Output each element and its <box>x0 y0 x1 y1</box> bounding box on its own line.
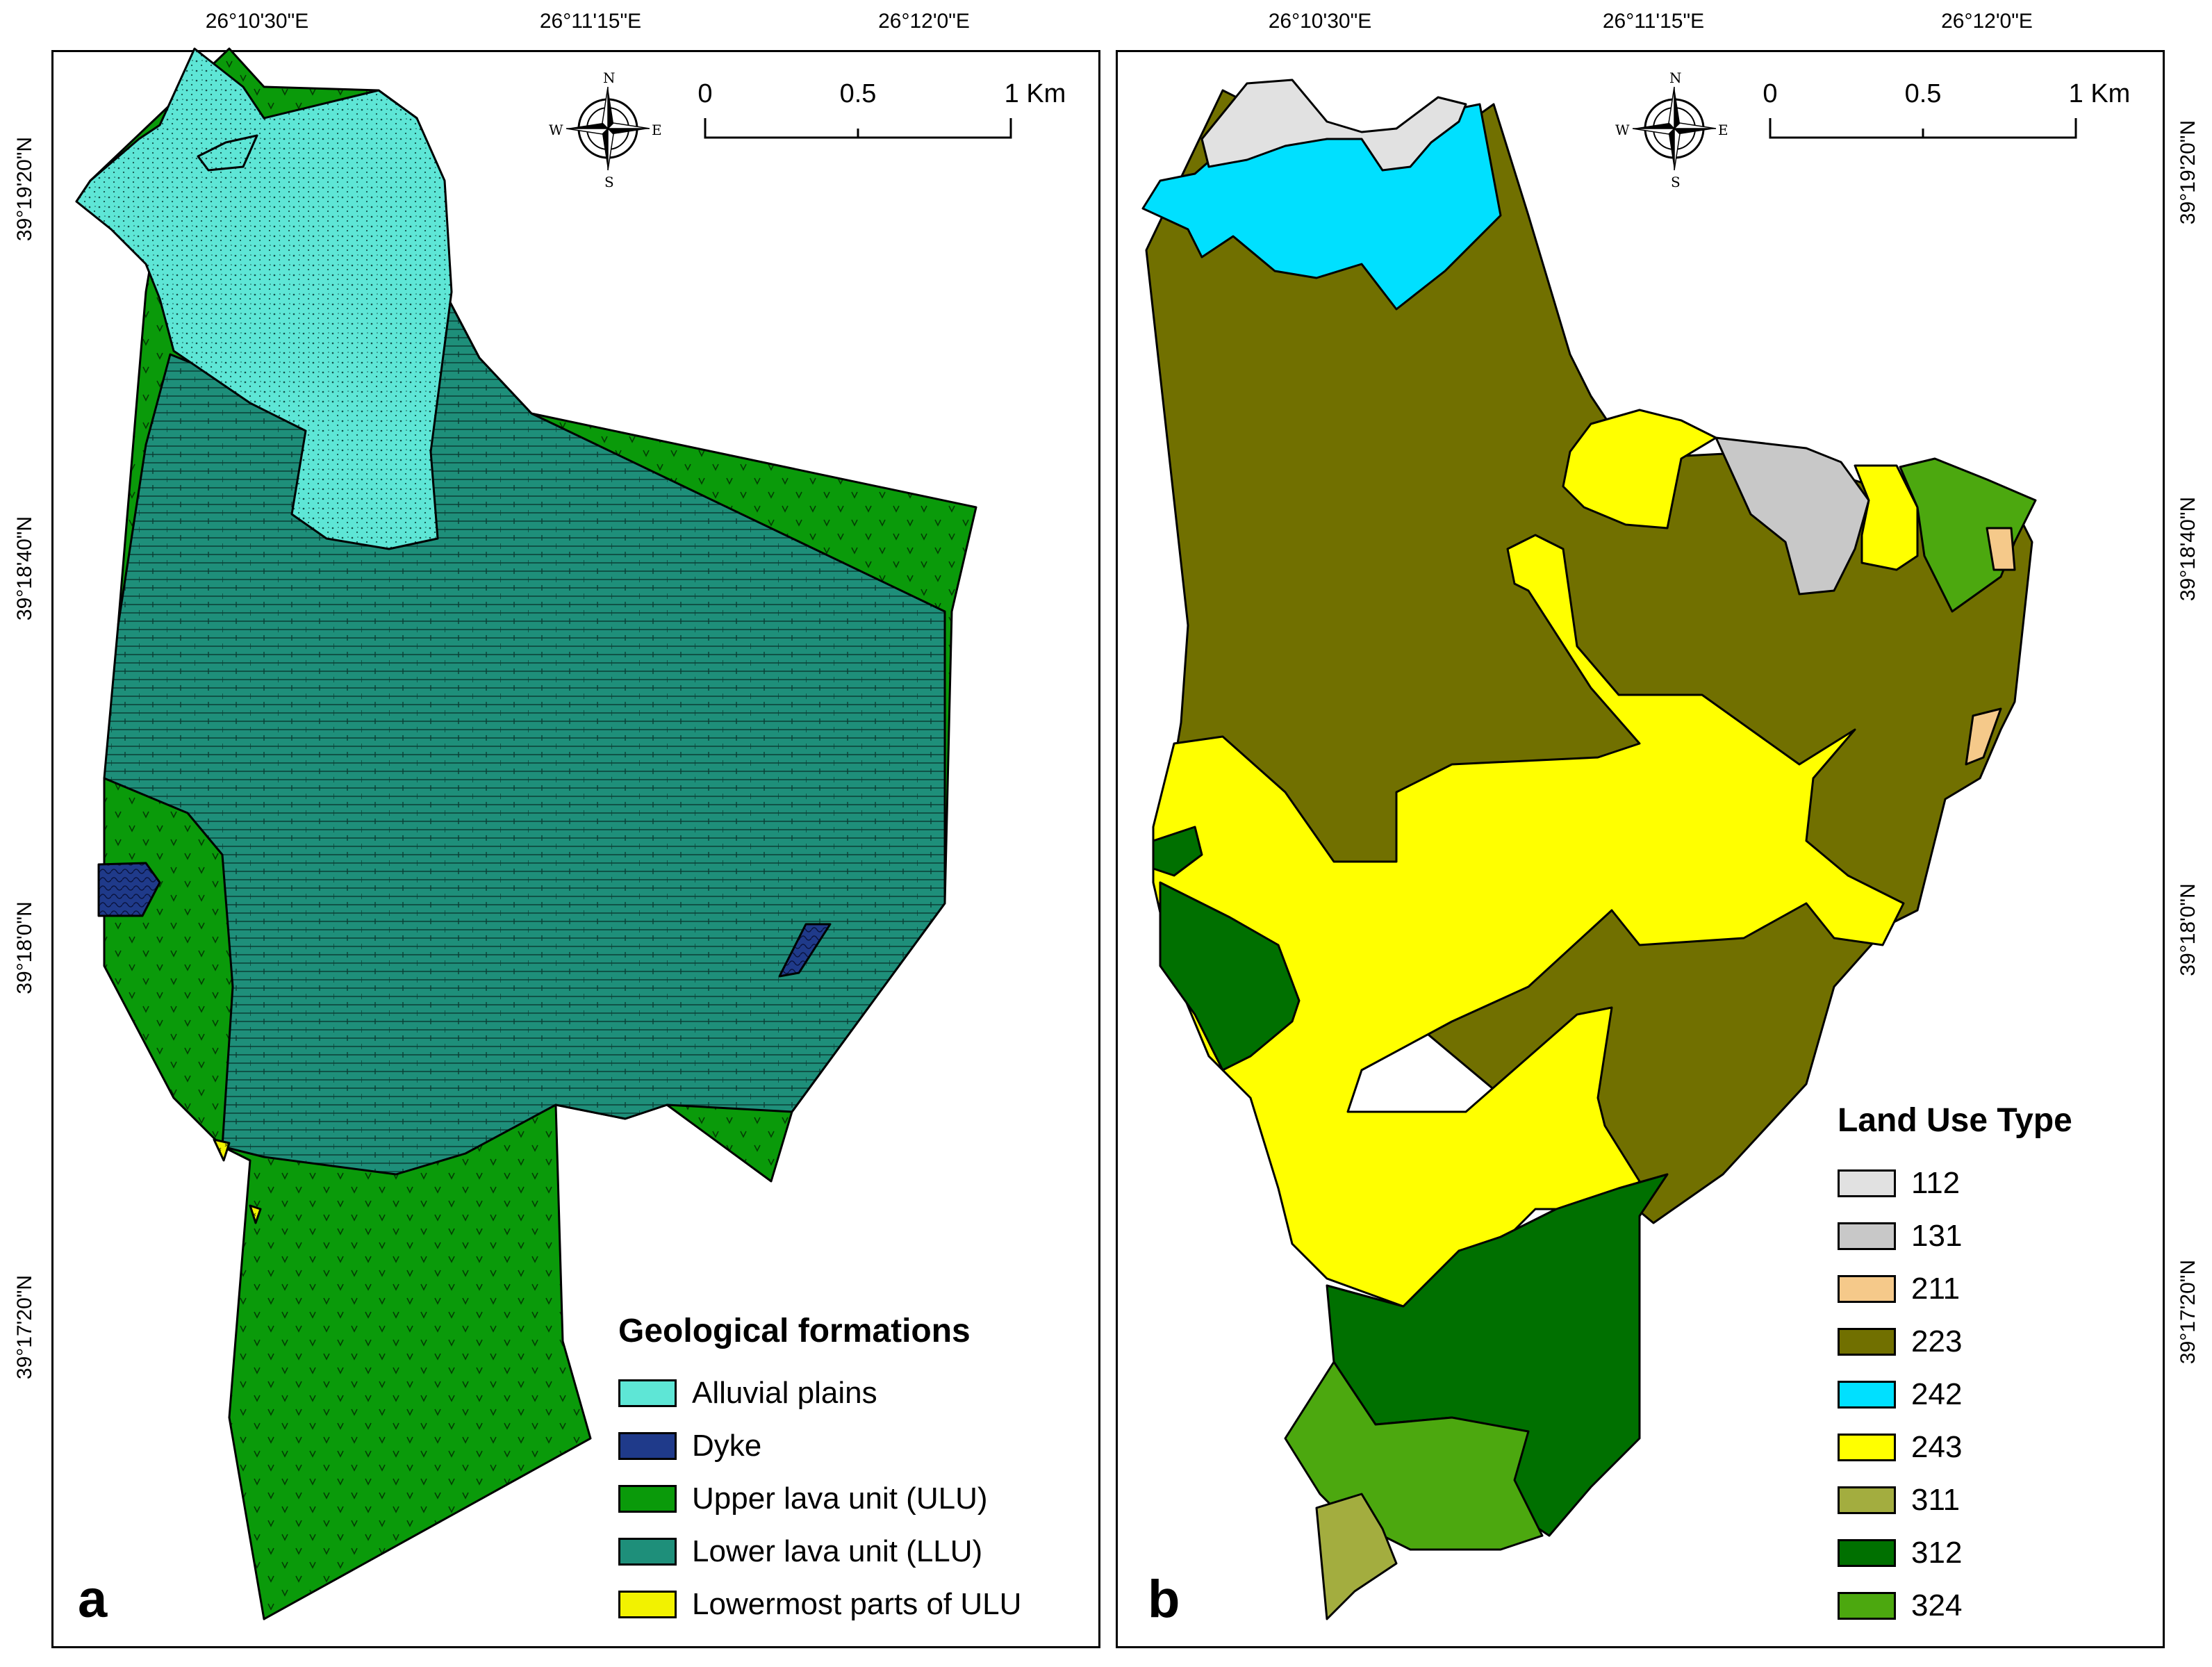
compass-e: E <box>652 122 662 138</box>
legend-item: 311 <box>1838 1483 1960 1518</box>
legend-label: Upper lava unit (ULU) <box>692 1481 988 1516</box>
landuse-polygon-211 <box>1986 527 2016 571</box>
legend-swatch <box>1838 1434 1896 1461</box>
landuse-polygon-312 <box>1152 826 1203 877</box>
compass-n: N <box>603 69 616 86</box>
legend-title: Land Use Type <box>1838 1102 2072 1139</box>
scale-label: 1 Km <box>1004 79 1066 108</box>
landuse-map <box>1141 79 2037 1620</box>
legend-item: 312 <box>1838 1536 1962 1570</box>
landuse-polygon-211 <box>1965 707 2002 766</box>
landuse-polygon-312 <box>1159 881 1301 1071</box>
legend-swatch <box>1838 1275 1896 1303</box>
scale-bar <box>704 118 1012 139</box>
legend-item: 112 <box>1838 1166 1960 1201</box>
legend-label: 243 <box>1911 1430 1963 1464</box>
legend-label: 312 <box>1911 1536 1963 1570</box>
legend-item: 243 <box>1838 1430 1962 1465</box>
legend-swatch <box>1838 1539 1896 1567</box>
geology-map <box>75 47 977 1620</box>
legend-label: 311 <box>1911 1483 1961 1517</box>
compass-s: S <box>1671 174 1681 190</box>
legend-label: 211 <box>1911 1272 1961 1306</box>
lon-label: 26°10'30"E <box>1268 10 1372 33</box>
lon-label: 26°11'15"E <box>1602 10 1705 33</box>
legend-item: Lower lava unit (LLU) <box>618 1534 982 1569</box>
landuse-polygon-243 <box>1562 409 1717 529</box>
panel-letter-b: b <box>1148 1570 1180 1629</box>
legend-label: 131 <box>1911 1219 1963 1253</box>
legend-label: Alluvial plains <box>692 1376 877 1410</box>
geo-polygon-lowermost <box>249 1204 262 1224</box>
legend-item: Lowermost parts of ULU <box>618 1587 1021 1622</box>
legend-swatch <box>618 1485 677 1513</box>
geo-polygon-alluvial <box>75 47 453 550</box>
legend-label: Lowermost parts of ULU <box>692 1587 1022 1621</box>
lon-label: 26°12'0"E <box>878 10 970 33</box>
scale-label: 0.5 <box>839 79 877 108</box>
legend-item: 131 <box>1838 1219 1962 1254</box>
landuse-polygon-311 <box>1315 1493 1398 1620</box>
legend-item: Dyke <box>618 1429 761 1463</box>
legend-item: 324 <box>1838 1588 1962 1623</box>
legend-label: 242 <box>1911 1377 1963 1411</box>
compass-s: S <box>604 174 614 190</box>
legend-label: 223 <box>1911 1324 1963 1358</box>
panel-letter-a: a <box>78 1570 108 1629</box>
legend-item: 211 <box>1838 1272 1960 1306</box>
legend-label: 324 <box>1911 1588 1963 1623</box>
legend-swatch <box>1838 1592 1896 1620</box>
legend-item: Alluvial plains <box>618 1376 877 1411</box>
compass-w: W <box>549 122 563 138</box>
compass-w: W <box>1615 122 1630 138</box>
lon-label: 26°12'0"E <box>1941 10 2033 33</box>
scale-label: 0 <box>698 79 713 108</box>
legend-swatch <box>1838 1381 1896 1409</box>
legend-item: 223 <box>1838 1324 1962 1359</box>
geo-polygon-lowermost <box>213 1138 231 1162</box>
legend-swatch <box>618 1432 677 1460</box>
scale-label: 0 <box>1763 79 1778 108</box>
legend-label: Dyke <box>692 1429 762 1463</box>
legend-swatch <box>1838 1486 1896 1514</box>
legend-swatch <box>1838 1328 1896 1356</box>
legend-swatch <box>618 1379 677 1407</box>
legend-item: 242 <box>1838 1377 1962 1412</box>
geo-polygon-llu <box>103 290 946 1176</box>
landuse-polygon-112 <box>1200 79 1467 172</box>
compass-e: E <box>1718 122 1728 138</box>
geo-polygon-dyke <box>778 923 832 978</box>
legend-swatch <box>1838 1169 1896 1197</box>
landuse-polygon-131 <box>1715 436 1870 596</box>
scale-bar <box>1769 118 2077 139</box>
compass-n: N <box>1669 69 1682 86</box>
legend-swatch <box>618 1591 677 1618</box>
legend-swatch <box>618 1538 677 1566</box>
scale-label: 0.5 <box>1904 79 1942 108</box>
geo-polygon-dyke <box>97 862 161 917</box>
legend-title: Geological formations <box>618 1313 971 1349</box>
lon-label: 26°10'30"E <box>205 10 309 33</box>
lon-label: 26°11'15"E <box>539 10 642 33</box>
landuse-polygon-243 <box>1854 464 1919 571</box>
legend-label: Lower lava unit (LLU) <box>692 1534 983 1568</box>
legend-item: Upper lava unit (ULU) <box>618 1481 988 1516</box>
scale-label: 1 Km <box>2068 79 2131 108</box>
legend-label: 112 <box>1911 1166 1961 1200</box>
geo-polygon-alluvial <box>197 134 258 172</box>
compass-rose-icon <box>566 86 650 171</box>
compass-rose-icon <box>1632 86 1717 171</box>
legend-swatch <box>1838 1222 1896 1250</box>
